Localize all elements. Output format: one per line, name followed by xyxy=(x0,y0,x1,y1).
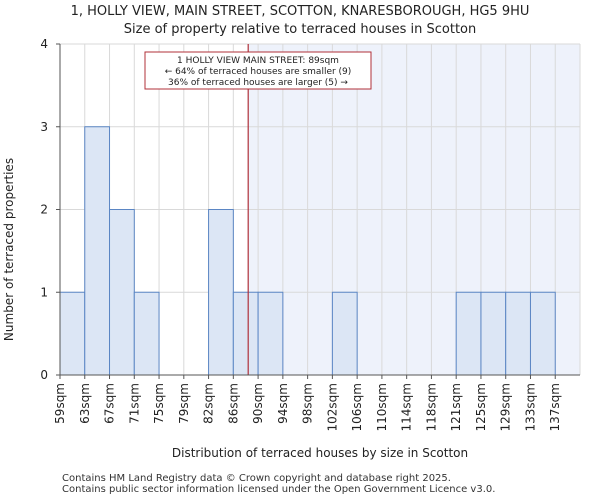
x-tick-label: 75sqm xyxy=(152,383,166,424)
x-tick-label: 125sqm xyxy=(474,383,488,431)
y-tick-label: 1 xyxy=(40,285,48,299)
bar xyxy=(133,291,160,376)
footer: Contains HM Land Registry data © Crown c… xyxy=(62,473,495,495)
x-tick-label: 114sqm xyxy=(400,383,414,431)
y-axis-label: Number of terraced properties xyxy=(2,158,16,341)
x-tick-label: 67sqm xyxy=(103,383,117,424)
y-tick-label: 4 xyxy=(40,37,48,51)
bar xyxy=(480,291,507,376)
chart-title-block: 1, HOLLY VIEW, MAIN STREET, SCOTTON, KNA… xyxy=(0,3,600,39)
x-tick-label: 63sqm xyxy=(78,383,92,424)
annotation-box xyxy=(144,51,372,90)
x-tick-label: 71sqm xyxy=(127,383,141,424)
y-tick-label: 3 xyxy=(40,120,48,134)
y-ticks: 0 1 2 3 4 xyxy=(40,37,60,382)
footer-line-1: Contains HM Land Registry data © Crown c… xyxy=(62,473,451,484)
x-tick-label: 118sqm xyxy=(424,383,438,431)
x-tick-label: 86sqm xyxy=(226,383,240,424)
bar xyxy=(257,291,284,376)
bar xyxy=(208,209,234,376)
bar xyxy=(59,291,86,376)
annotation: 1 HOLLY VIEW MAIN STREET: 89sqm ← 64% of… xyxy=(144,51,372,90)
x-tick-label: 94sqm xyxy=(276,383,290,424)
x-tick-label: 102sqm xyxy=(325,383,339,431)
x-tick-label: 133sqm xyxy=(523,383,537,431)
x-tick-label: 121sqm xyxy=(449,383,463,431)
x-axis-label: Distribution of terraced houses by size … xyxy=(172,446,468,460)
x-tick-label: 79sqm xyxy=(177,383,191,424)
bars xyxy=(59,126,556,376)
bar xyxy=(109,209,135,376)
footer-line-2: Contains public sector information licen… xyxy=(62,484,496,495)
x-tick-label: 82sqm xyxy=(202,383,216,424)
x-ticks: 59sqm 63sqm 67sqm 71sqm 75sqm 79sqm 82sqm 86sqm… xyxy=(53,375,562,431)
annotation-line-3: 36% of terraced houses are larger (5) → xyxy=(168,78,348,88)
y-tick-label: 0 xyxy=(40,368,48,382)
annotation-line-2: ← 64% of terraced houses are smaller (9) xyxy=(165,67,352,77)
x-tick-label: 59sqm xyxy=(53,383,67,424)
bar xyxy=(331,291,358,376)
bar xyxy=(455,291,482,376)
bar xyxy=(232,291,259,376)
x-tick-label: 137sqm xyxy=(548,383,562,431)
y-tick-label: 2 xyxy=(40,203,48,217)
x-tick-label: 106sqm xyxy=(350,383,364,431)
chart-title: 1, HOLLY VIEW, MAIN STREET, SCOTTON, KNA… xyxy=(70,4,530,19)
annotation-line-1: 1 HOLLY VIEW MAIN STREET: 89sqm xyxy=(177,56,339,66)
bar xyxy=(505,291,531,376)
x-tick-label: 129sqm xyxy=(499,383,513,431)
x-tick-label: 110sqm xyxy=(375,383,389,431)
bar xyxy=(84,126,111,376)
chart-subtitle: Size of property relative to terraced ho… xyxy=(123,22,477,37)
bar xyxy=(529,291,556,376)
x-tick-label: 90sqm xyxy=(251,383,265,424)
x-tick-label: 98sqm xyxy=(301,383,315,424)
